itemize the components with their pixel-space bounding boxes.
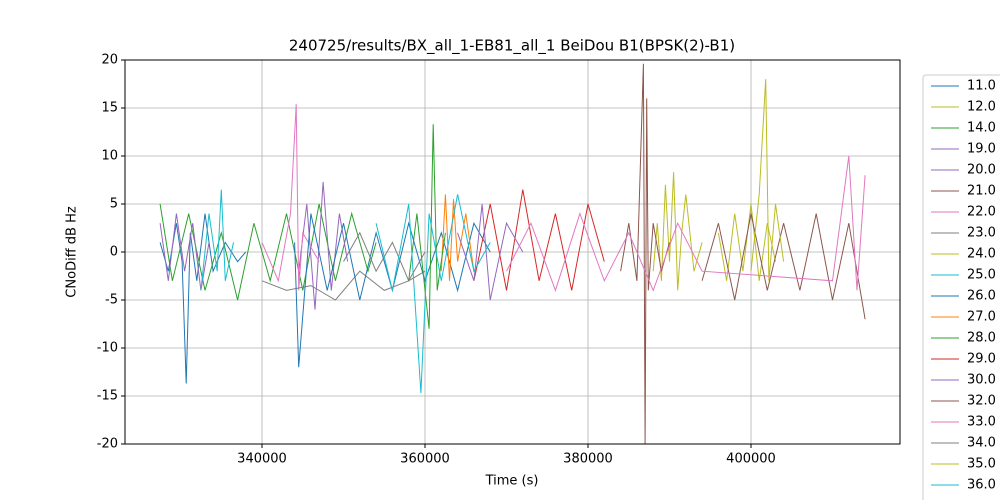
y-axis-label: CNoDiff dB Hz (65, 206, 80, 298)
x-tick-label: 400000 (726, 452, 776, 467)
series-line (261, 104, 320, 291)
legend-label: 21.0 (967, 184, 996, 199)
legend-label: 23.0 (967, 226, 996, 241)
legend-label: 27.0 (967, 310, 996, 325)
series-line (440, 194, 475, 281)
chart-title: 240725/results/BX_all_1-EB81_all_1 BeiDo… (289, 37, 735, 56)
series-line (473, 189, 605, 291)
legend-label: 28.0 (967, 331, 996, 346)
y-tick-label: 20 (101, 53, 118, 68)
legend-label: 12.0 (967, 100, 996, 115)
y-tick-label: -10 (97, 341, 118, 356)
legend-label: 24.0 (967, 247, 996, 262)
series-line (261, 270, 426, 301)
series-line (506, 155, 866, 292)
y-tick-label: 15 (101, 101, 118, 116)
legend-label: 11.0 (967, 79, 996, 94)
series-line (375, 194, 491, 394)
series-line (750, 79, 785, 281)
series-line (717, 203, 776, 281)
y-tick-label: -20 (97, 437, 118, 452)
x-axis-label: Time (s) (485, 474, 539, 489)
y-tick-label: -5 (105, 293, 118, 308)
series-line (294, 213, 491, 368)
x-tick-label: 380000 (563, 452, 613, 467)
plot-frame (124, 59, 901, 445)
y-tick-label: -15 (97, 389, 118, 404)
x-tick-label: 360000 (400, 452, 450, 467)
legend-label: 20.0 (967, 163, 996, 178)
legend-label: 33.0 (967, 415, 996, 430)
legend-label: 29.0 (967, 352, 996, 367)
series-line (701, 213, 866, 320)
legend-box (922, 74, 1000, 500)
y-tick-label: 0 (110, 245, 118, 260)
series-line (620, 63, 670, 444)
plot-area (159, 63, 866, 444)
legend-label: 35.0 (967, 457, 996, 472)
legend-label: 34.0 (967, 436, 996, 451)
series-line (652, 172, 703, 291)
y-tick-label: 10 (101, 149, 118, 164)
legend-label: 25.0 (967, 268, 996, 283)
legend-label: 26.0 (967, 289, 996, 304)
series-line (298, 181, 349, 310)
legend-label: 14.0 (967, 121, 996, 136)
legend-label: 30.0 (967, 373, 996, 388)
series-line (200, 189, 234, 291)
series-line (408, 124, 446, 329)
series-line (159, 213, 247, 384)
x-tick-label: 340000 (237, 452, 287, 467)
series-line (457, 203, 524, 301)
y-tick-label: 5 (110, 197, 118, 212)
legend-label: 22.0 (967, 205, 996, 220)
legend-label: 19.0 (967, 142, 996, 157)
legend-label: 32.0 (967, 394, 996, 409)
legend-label: 36.0 (967, 478, 996, 493)
